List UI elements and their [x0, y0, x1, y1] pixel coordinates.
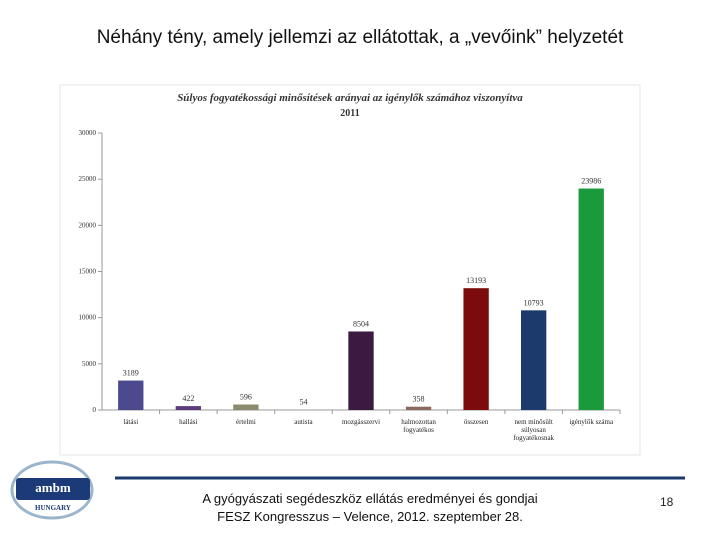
- bar: [463, 288, 489, 410]
- x-tick-label-box: hallási: [179, 418, 198, 426]
- footer: A gyógyászati segédeszköz ellátás eredmé…: [150, 490, 590, 526]
- x-tick-label: igénylők száma: [569, 418, 614, 426]
- bar: [578, 188, 604, 410]
- x-tick-label: összesen: [463, 418, 489, 426]
- y-tick-label: 0: [93, 406, 97, 414]
- x-tick-label: látási: [123, 418, 139, 426]
- footer-line: FESZ Kongresszus – Velence, 2012. szepte…: [217, 509, 523, 524]
- logo-box: [16, 478, 90, 500]
- chart-subtitle: 2011: [340, 108, 359, 119]
- logo: ambm HUNGARY: [10, 460, 94, 520]
- slide-title: Néhány tény, amely jellemzi az ellátotta…: [96, 27, 624, 48]
- data-label: 13193: [466, 276, 486, 285]
- x-tick-label-box: összesen: [463, 418, 489, 426]
- x-tick-label: mozgásszervi: [341, 418, 381, 426]
- x-tick-label-box: igénylők száma: [569, 418, 614, 426]
- data-label: 358: [413, 395, 425, 404]
- y-tick-label: 25000: [79, 175, 97, 183]
- data-label: 8504: [353, 319, 369, 328]
- footer-line: A gyógyászati segédeszköz ellátás eredmé…: [202, 491, 538, 506]
- x-tick-label: nem minősült súlyosan fogyatékosnak: [513, 418, 555, 442]
- page-number: 18: [660, 495, 674, 509]
- x-tick-label-box: halmozottan fogyatékos: [401, 418, 436, 434]
- x-tick-label: halmozottan fogyatékos: [401, 418, 436, 434]
- data-label: 596: [240, 392, 252, 401]
- bar: [405, 406, 432, 410]
- data-label: 422: [182, 394, 194, 403]
- data-label: 54: [299, 398, 307, 407]
- logo-name: ambm: [35, 480, 71, 495]
- logo-country: HUNGARY: [35, 504, 71, 512]
- bar: [175, 406, 201, 410]
- logo-ring: [10, 460, 94, 520]
- x-tick-label-box: nem minősült súlyosan fogyatékosnak: [513, 418, 555, 442]
- x-tick-label-box: értelmi: [235, 418, 256, 426]
- bar: [233, 404, 259, 410]
- bar: [348, 331, 374, 410]
- y-tick-label: 30000: [79, 129, 97, 137]
- x-tick-label-box: autista: [294, 418, 313, 426]
- bar: [118, 380, 144, 410]
- data-label: 23986: [581, 177, 601, 186]
- data-label: 10793: [524, 298, 544, 307]
- x-tick-label-box: látási: [123, 418, 139, 426]
- chart-title: Súlyos fogyatékossági minősítések aránya…: [177, 92, 523, 104]
- x-tick-label: értelmi: [235, 418, 256, 426]
- y-tick-label: 10000: [79, 314, 97, 322]
- bar: [521, 310, 547, 410]
- y-tick-label: 20000: [79, 221, 97, 229]
- x-tick-label-box: mozgásszervi: [341, 418, 381, 426]
- x-tick-label: autista: [294, 418, 313, 426]
- y-tick-label: 15000: [79, 268, 97, 276]
- x-tick-label: hallási: [179, 418, 198, 426]
- data-label: 3189: [123, 369, 139, 378]
- y-tick-label: 5000: [82, 360, 97, 368]
